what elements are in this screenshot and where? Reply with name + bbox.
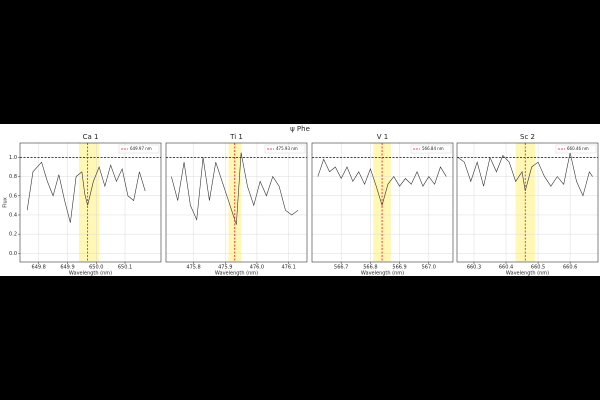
x-tick-label: 476.0 (250, 265, 264, 271)
figure-title: ψ Phe (290, 125, 310, 133)
x-tick-label: 566.8 (363, 265, 377, 271)
panel-title: Ti 1 (229, 133, 243, 141)
legend-box (555, 144, 597, 154)
x-tick-label: 649.9 (60, 265, 74, 271)
plot-frame (165, 142, 308, 263)
x-axis-label: Wavelength (nm) (506, 271, 549, 277)
panel-title: V 1 (377, 133, 388, 141)
plot-frame (19, 142, 162, 263)
y-tick-label: 1.0 (9, 155, 17, 161)
legend-box (264, 144, 306, 154)
x-tick-label: 476.1 (281, 265, 295, 271)
x-axis-label: Wavelength (nm) (215, 271, 258, 277)
x-tick-label: 566.7 (334, 265, 348, 271)
x-tick-label: 475.9 (218, 265, 232, 271)
panel-title: Ca 1 (83, 133, 99, 141)
x-tick-label: 660.3 (467, 265, 481, 271)
legend-label: 660.46 nm (567, 146, 589, 151)
legend-label: 649.97 nm (130, 146, 152, 151)
spectrum-line (171, 152, 299, 225)
x-tick-label: 650.0 (89, 265, 103, 271)
y-tick-label: 0.6 (9, 193, 17, 199)
x-tick-label: 650.1 (118, 265, 132, 271)
panel-title: Sc 2 (520, 133, 535, 141)
y-tick-label: 0.4 (9, 212, 17, 218)
x-axis-label: Wavelength (nm) (69, 271, 112, 277)
x-tick-label: 660.5 (531, 265, 545, 271)
x-tick-label: 566.9 (392, 265, 406, 271)
legend-label: 566.84 nm (422, 146, 444, 151)
x-tick-label: 567.0 (422, 265, 436, 271)
plot-frame (311, 142, 454, 263)
highlight-band (78, 143, 100, 262)
legend-box (410, 144, 452, 154)
x-axis-label: Wavelength (nm) (361, 271, 404, 277)
y-tick-label: 0.0 (9, 251, 17, 257)
spectrum-line (317, 158, 447, 207)
spectrum-line (457, 152, 593, 197)
x-tick-label: 475.8 (186, 265, 200, 271)
legend-label: 475.93 nm (276, 146, 298, 151)
y-tick-label: 0.8 (9, 174, 17, 180)
x-tick-label: 660.6 (563, 265, 577, 271)
plot-frame (456, 142, 599, 263)
spectrum-line (26, 161, 146, 223)
x-tick-label: 649.8 (32, 265, 46, 271)
x-tick-label: 660.4 (499, 265, 513, 271)
y-axis-label: Flux (3, 197, 9, 207)
y-tick-label: 0.2 (9, 232, 17, 238)
legend-box (118, 144, 160, 154)
